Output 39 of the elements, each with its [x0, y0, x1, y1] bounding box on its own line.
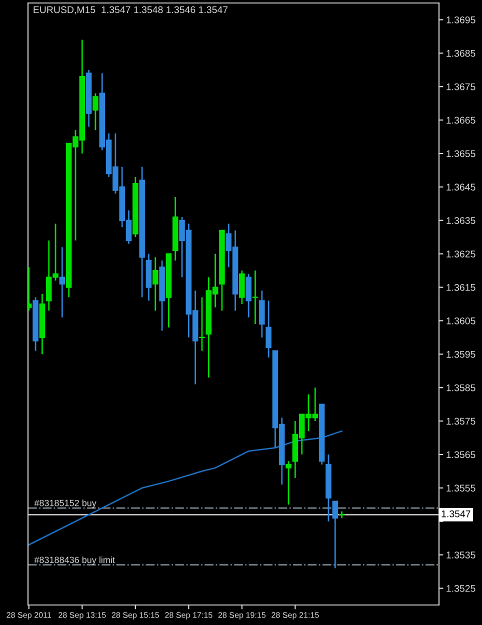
y-tick-label: 1.3615	[446, 284, 476, 291]
candlestick	[259, 290, 265, 338]
x-tick-label: 28 Sep 13:15	[58, 612, 106, 620]
y-tick-label: 1.3695	[446, 16, 476, 24]
x-tick-label: 28 Sep 19:15	[218, 612, 266, 620]
candlestick	[152, 256, 158, 312]
x-tick-label: 28 Sep 21:15	[272, 612, 319, 620]
x-tick-label: 28 Sep 2011	[6, 612, 52, 620]
y-tick-label: 1.3585	[446, 384, 476, 392]
y-tick-label: 1.3565	[446, 451, 476, 458]
candlestick	[246, 273, 252, 318]
y-tick-label: 1.3685	[446, 50, 476, 57]
candlestick	[266, 300, 272, 358]
y-tick-label: 1.3575	[446, 418, 476, 425]
y-tick-label: 1.3665	[446, 116, 476, 124]
y-tick-label: 1.3655	[446, 150, 476, 158]
chart-title: EURUSD,M15 1.3547 1.3548 1.3546 1.3547	[34, 6, 228, 14]
y-tick-label: 1.3525	[446, 585, 476, 592]
candlestick	[199, 296, 205, 352]
y-tick-label: 1.3625	[446, 250, 476, 258]
candlestick	[332, 500, 338, 569]
x-tick-label: 28 Sep 15:15	[112, 612, 160, 620]
y-tick-label: 1.3675	[446, 83, 476, 90]
ref-line-label: #83188436 buy limit	[34, 556, 115, 565]
candlestick	[59, 246, 66, 318]
y-tick-label: 1.3535	[446, 552, 476, 558]
ref-line-label: #83185152 buy	[34, 500, 96, 508]
y-tick-label: 1.3645	[446, 184, 476, 191]
ref-line-label: 1.3547	[442, 510, 470, 518]
candlestick	[239, 270, 245, 305]
y-tick-label: 1.3595	[446, 350, 476, 358]
y-tick-label: 1.3635	[446, 217, 476, 224]
x-tick-label: 28 Sep 17:15	[165, 612, 212, 620]
y-tick-label: 1.3605	[446, 317, 476, 324]
line-series	[28, 430, 342, 546]
candlestick	[92, 92, 98, 131]
candlestick	[252, 270, 258, 325]
candlestick	[286, 460, 292, 506]
y-tick-label: 1.3555	[446, 484, 476, 492]
